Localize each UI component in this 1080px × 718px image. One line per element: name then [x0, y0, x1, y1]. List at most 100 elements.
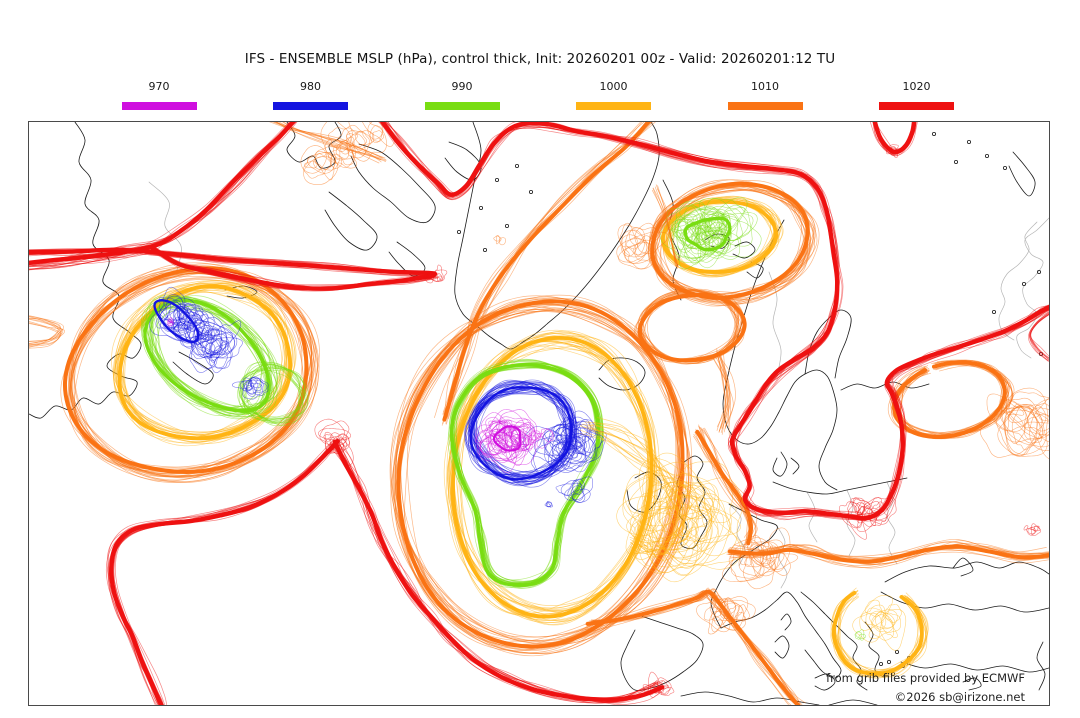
ensemble-member-uk-1000-tangle: [666, 485, 700, 520]
coastline: [620, 615, 704, 691]
ensemble-member-sval-990: [679, 205, 720, 240]
ensemble-member-greece-1000-inner: [859, 595, 893, 631]
ensemble-member-left-low-980-knot: [250, 377, 269, 396]
ensemble-member-left-low-990b: [238, 365, 301, 423]
ensemble-member-atl-low-980-spread: [530, 440, 567, 474]
page-title: IFS - ENSEMBLE MSLP (hPa), control thick…: [244, 51, 836, 67]
ensemble-member-hudson-1010-tangle: [314, 146, 341, 171]
ensemble-member-red-lambda-peak: [325, 437, 348, 451]
coastline: [1036, 641, 1046, 691]
ensemble-member-red-lambda-peak: [318, 428, 352, 441]
ensemble-member-left-low-970: [167, 317, 173, 325]
ensemble-member-redge-1010-tangle: [1000, 405, 1043, 444]
ensemble-member-red-bottom-end: [662, 684, 669, 689]
ensemble-member-red-bottom-end: [642, 684, 658, 696]
ensemble-member-redge-1010-tangle: [1008, 391, 1049, 432]
ensemble-member-sval-990: [718, 223, 730, 238]
ensemble-member-atl-low-980-stray: [567, 476, 593, 501]
ensemble-member-redge-1010-tangle: [1023, 421, 1049, 436]
coastline: [772, 477, 908, 495]
coastline: [172, 351, 214, 385]
ensemble-member-greece-990-dot: [855, 629, 865, 641]
ensemble-member-red-redge-dot: [1023, 525, 1029, 531]
coastline: [790, 457, 800, 475]
ensemble-member-alps-1010-tangle: [730, 541, 764, 583]
ensemble-member-red-redge-dot: [1029, 525, 1040, 531]
ensemble-member-sval-990: [693, 229, 726, 249]
ensemble-member-med-1010-band: [585, 590, 790, 705]
legend-label: 1010: [751, 80, 779, 93]
ensemble-member-alps-1010-tangle: [769, 551, 791, 576]
ensemble-member-red-denmark-fan: [871, 497, 882, 509]
ensemble-member-atl-low-980-spread: [571, 416, 594, 443]
ensemble-member-greece-1000: [830, 593, 928, 670]
ensemble-member-red-lambda-right: [334, 439, 662, 702]
ensemble-member-red-lambda-peak: [319, 420, 350, 447]
ensemble-member-redge-1010-tangle: [1011, 406, 1038, 451]
ensemble-member-redge-1010-tangle: [996, 404, 1047, 455]
ensemble-member-greenland-e-1010: [616, 238, 648, 263]
ensemble-member-uk-1000-tangle: [676, 504, 708, 543]
ensemble-member-left-low-980: [191, 331, 228, 370]
ensemble-member-alps-1010-tangle: [744, 535, 764, 565]
ensemble-member-atl-low-980: [475, 380, 577, 478]
ensemble-member-red-nw-diag: [29, 122, 297, 271]
ensemble-member-red-bottom-end: [653, 682, 665, 694]
coastline: [962, 677, 982, 691]
ensemble-member-sval-990: [694, 217, 717, 243]
ensemble-member-uk-1000-tangle: [669, 503, 719, 562]
legend-label: 1020: [902, 80, 931, 93]
ensemble-member-iberia-1010-tangle: [711, 595, 732, 622]
country-border: [776, 525, 788, 589]
ensemble-member-left-low-970: [168, 319, 172, 324]
legend-swatch: [273, 102, 348, 110]
ensemble-member-red-lambda-peak: [335, 434, 350, 451]
ensemble-member-left-low-990: [146, 296, 267, 417]
legend-item-990: 990: [407, 80, 517, 110]
ensemble-member-left-low-1000: [113, 285, 287, 440]
island: [456, 230, 461, 235]
ensemble-member-atl-low-980: [464, 379, 568, 476]
ensemble-member-left-low-980: [162, 286, 189, 327]
ensemble-member-greece-1000-inner: [868, 614, 894, 639]
island: [954, 160, 959, 165]
ensemble-member-uk-1000-tangle: [651, 472, 732, 550]
ensemble-member-atl-low-980-spread: [549, 427, 603, 473]
ensemble-member-left-low-980: [189, 329, 227, 373]
ensemble-member-alps-1010-tangle: [749, 541, 778, 567]
ensemble-member-red-lambda-right: [336, 440, 661, 699]
ensemble-member-uk-1000-tangle: [673, 461, 734, 552]
ensemble-member-iberia-1010-tangle: [727, 605, 740, 622]
ensemble-member-red-denmark-fan: [854, 502, 865, 516]
ensemble-member-red-lambda-peak: [323, 434, 333, 442]
coastline: [884, 561, 1049, 583]
coastline: [774, 635, 790, 659]
control-greece-1000: [831, 590, 924, 676]
ensemble-member-left-low-990b: [238, 363, 303, 420]
control-red-top-loop: [872, 122, 917, 155]
ensemble-member-red-denmark-fan: [863, 497, 897, 525]
ensemble-member-redge-1010-tangle: [1006, 397, 1044, 439]
ensemble-member-hudson-1010-tangle: [345, 130, 372, 154]
ensemble-member-nsea-1010-tail: [723, 352, 730, 436]
ensemble-member-red-top-loop-knot: [891, 149, 899, 158]
country-border: [1016, 217, 1049, 359]
ensemble-member-left-low-970: [167, 320, 174, 327]
coastline: [324, 191, 378, 251]
ensemble-member-left-low-980: [208, 341, 233, 374]
ensemble-member-hudson-1010-tangle: [355, 130, 375, 145]
ensemble-member-west-edge-1010: [29, 323, 65, 346]
ensemble-member-atl-low-980: [468, 382, 570, 479]
legend-item-1010: 1010: [710, 80, 820, 110]
ensemble-member-uk-1000-band: [584, 421, 681, 543]
control-atl-low-970: [492, 425, 522, 452]
ensemble-member-west-edge-1010: [29, 318, 64, 342]
ensemble-member-uk-1000-tangle: [657, 481, 719, 567]
ensemble-member-hudson-1010-tangle: [303, 156, 339, 185]
ensemble-member-sval-1010: [647, 189, 814, 298]
ensemble-member-red-lambda-peak: [328, 441, 345, 454]
ensemble-member-red-bottom-end: [653, 687, 661, 694]
ensemble-member-iberia-1010-tangle: [709, 596, 749, 631]
ensemble-member-europe-1010-band: [726, 545, 1049, 559]
ensemble-member-alps-1010-tangle: [750, 543, 772, 565]
